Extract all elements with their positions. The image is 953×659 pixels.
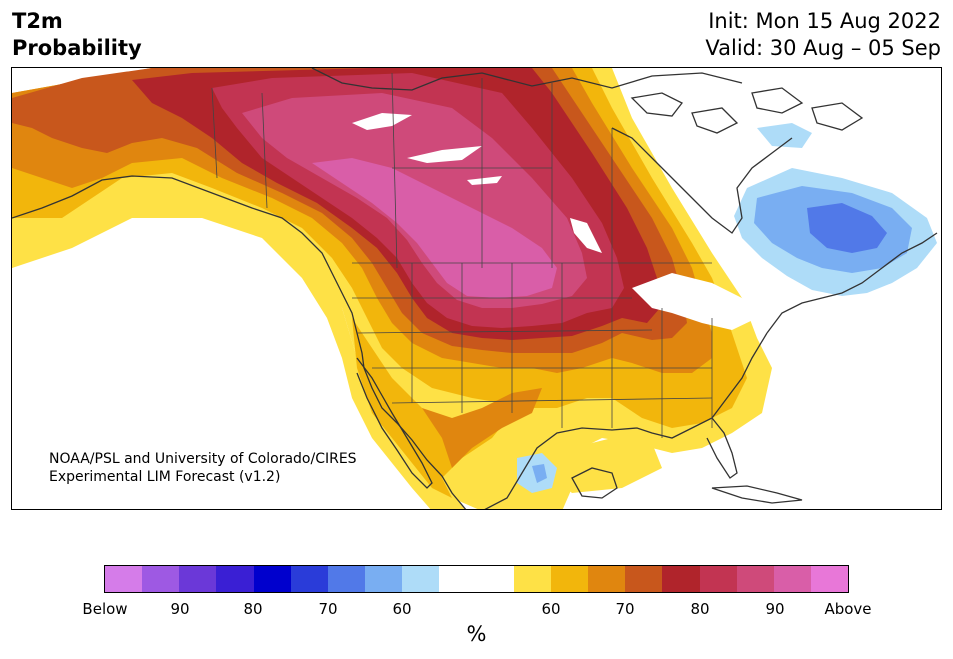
colorbar-tick-label: 80 (690, 600, 710, 618)
colorbar-segment (773, 566, 811, 592)
baja-peninsula (356, 357, 433, 489)
hudson-bay-coast (611, 127, 793, 234)
title-line-1: T2m (12, 9, 63, 33)
colorbar-segment (216, 566, 254, 592)
init-date: Init: Mon 15 Aug 2022 (708, 9, 941, 33)
colorbar-segment (588, 566, 626, 592)
colorbar-tick-label: 60 (541, 600, 561, 618)
colorbar-segment (476, 566, 514, 592)
lake-winnipeg (570, 218, 602, 253)
colorbar-segment (513, 566, 551, 592)
colorbar-segment (662, 566, 700, 592)
colorbar-segment (402, 566, 440, 592)
colorbar-segment (142, 566, 180, 592)
great-lakes (632, 273, 757, 330)
colorbar-tick-label: 70 (615, 600, 635, 618)
valid-date: Valid: 30 Aug – 05 Sep (705, 36, 941, 60)
colorbar-segment (699, 566, 737, 592)
band-70-southwest (352, 318, 512, 498)
colorbar-tick-label: Above (824, 600, 872, 618)
colorbar-tick-label: 60 (392, 600, 412, 618)
state-borders (211, 72, 713, 438)
colorbar-ticks: Below 90 80 70 60 60 70 80 90 Above (0, 600, 953, 620)
colorbar-segment (327, 566, 366, 592)
colorbar-segment (439, 566, 477, 592)
band-60-above-south-b (532, 438, 662, 493)
colorbar-segment (365, 566, 403, 592)
florida (706, 417, 738, 479)
credit-line-2: Experimental LIM Forecast (v1.2) (49, 469, 281, 485)
colorbar-segment (290, 566, 328, 592)
title-line-2: Probability (12, 36, 142, 60)
colorbar-tick-label: 90 (170, 600, 190, 618)
colorbar-segment (736, 566, 774, 592)
colorbar-tick-label: 80 (243, 600, 263, 618)
atlantic-coast (766, 232, 938, 334)
cool-band-80 (807, 203, 887, 253)
colorbar-segment (105, 566, 143, 592)
cool-band-north (757, 123, 812, 148)
colorbar-tick-label: Below (82, 600, 128, 618)
colorbar-segment (550, 566, 589, 592)
probability-map (12, 68, 938, 509)
arctic-islands (630, 87, 864, 134)
map-panel (11, 67, 942, 510)
coastlines (12, 68, 938, 509)
colorbar-segment (810, 566, 849, 592)
below-normal-shading (517, 123, 937, 493)
colorbar-segment (179, 566, 217, 592)
credit-text: NOAA/PSL and University of Colorado/CIRE… (49, 450, 357, 486)
credit-line-1: NOAA/PSL and University of Colorado/CIRE… (49, 451, 357, 467)
great-bear-lake (352, 113, 412, 130)
yucatan (571, 467, 618, 499)
colorbar-unit-label: % (466, 622, 487, 646)
colorbar-segment (253, 566, 291, 592)
band-60-pacific (12, 168, 466, 509)
map-title: T2m Probability (12, 8, 142, 62)
colorbar-tick-label: 70 (318, 600, 338, 618)
lake-athabasca (467, 176, 502, 185)
great-slave-lake (407, 146, 482, 163)
forecast-dates: Init: Mon 15 Aug 2022 Valid: 30 Aug – 05… (705, 8, 941, 62)
pacific-coast (12, 175, 467, 509)
colorbar-tick-label: 90 (765, 600, 785, 618)
colorbar-segment (625, 566, 663, 592)
lakes (352, 113, 757, 330)
cool-band-mexico-70 (532, 464, 547, 483)
cuba (711, 485, 803, 504)
arctic-coast (311, 68, 743, 91)
probability-colorbar (104, 565, 849, 593)
gulf-coast (484, 332, 768, 509)
